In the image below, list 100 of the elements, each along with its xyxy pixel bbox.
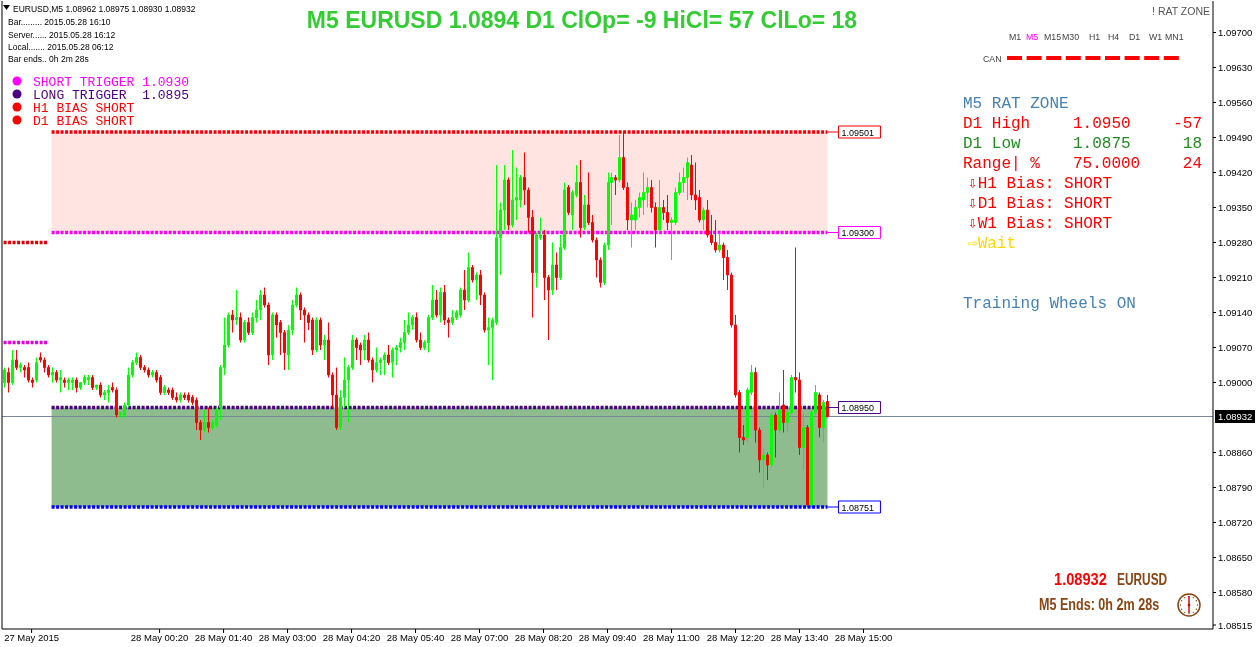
y-tick-label: 1.09560 (1218, 97, 1253, 108)
annotation: H1 BIAS SHORT (33, 100, 135, 116)
candlestick (271, 312, 274, 361)
y-tick-label: 1.09140 (1218, 307, 1253, 318)
candlestick (259, 289, 262, 321)
x-tick-label: 28 May 13:40 (770, 632, 829, 643)
y-tick-label: 1.09700 (1218, 27, 1253, 38)
candlestick (215, 407, 218, 428)
data-label: 1.08950 (841, 403, 875, 413)
candlestick (207, 407, 210, 433)
candlestick (175, 392, 178, 403)
y-tick-label: 1.09000 (1218, 377, 1253, 388)
candlestick (19, 362, 22, 373)
candlestick (87, 374, 90, 386)
y-tick-label: 1.08790 (1218, 482, 1253, 493)
y-tick-label: 1.08650 (1218, 552, 1253, 563)
candlestick (335, 367, 338, 431)
annotation: W1 (1149, 32, 1163, 42)
candlestick (51, 367, 54, 383)
candlestick (387, 344, 390, 366)
candlestick (435, 289, 438, 318)
candlestick (67, 377, 70, 391)
x-tick-label: 28 May 01:40 (194, 632, 253, 643)
candlestick (359, 342, 362, 366)
x-tick-label: 28 May 03:00 (258, 632, 317, 643)
candlestick (583, 194, 586, 231)
candlestick (35, 357, 38, 383)
candlestick (555, 252, 558, 291)
annotation: 1.0950 (1073, 115, 1131, 133)
candlestick (551, 242, 554, 296)
annotation: Bar ends.. 0h 2m 28s (8, 54, 89, 64)
candlestick (778, 392, 781, 433)
y-tick-label: 1.09420 (1218, 167, 1253, 178)
annotation: H4 (1108, 32, 1120, 42)
candlestick (567, 184, 570, 216)
ref-line-label: 1.08932 (1218, 411, 1253, 422)
annotation: Training Wheels ON (963, 295, 1136, 313)
candlestick (147, 367, 150, 378)
candlestick (459, 287, 462, 318)
candlestick (666, 194, 669, 231)
x-tick-label: 28 May 07:00 (450, 632, 509, 643)
candlestick (95, 384, 98, 391)
candlestick (471, 264, 474, 283)
data-label: 1.09501 (841, 127, 875, 138)
annotation: M1 (1009, 32, 1022, 42)
candlestick (463, 269, 466, 311)
candlestick (774, 412, 777, 458)
y-tick-label: 1.09490 (1218, 132, 1253, 143)
candlestick (658, 179, 661, 233)
annotation: M30 (1062, 32, 1080, 42)
candlestick (163, 384, 166, 396)
candlestick (507, 177, 510, 231)
candlestick (766, 452, 769, 481)
y-tick-label: 1.09210 (1218, 272, 1253, 283)
candlestick (714, 219, 717, 253)
annotation: ⇩D1 Bias: SHORT (968, 195, 1113, 213)
y-tick-label: 1.08580 (1218, 587, 1253, 598)
data-label: 1.08751 (841, 502, 875, 513)
candlestick (15, 349, 18, 371)
annotation: 1.08932 (1054, 569, 1107, 589)
candlestick (203, 409, 206, 433)
candlestick (151, 369, 154, 378)
x-tick-label: 28 May 12:20 (706, 632, 765, 643)
data-label: 1.09300 (841, 228, 875, 238)
candlestick (103, 389, 106, 401)
candlestick (315, 317, 318, 353)
candlestick (375, 347, 378, 373)
annotation: 1.0875 (1073, 135, 1131, 153)
candlestick (822, 399, 825, 443)
candlestick (183, 392, 186, 401)
annotation: D1 (1129, 32, 1141, 42)
candlestick (642, 172, 645, 216)
annotation: Server...... 2015.05.28 16:12 (8, 30, 116, 40)
legend-label: SHORT TRIGGER 1.0930 (33, 74, 190, 90)
annotation: M15 (1044, 32, 1062, 42)
candlestick (806, 424, 809, 508)
annotation: 75.0000 (1073, 155, 1141, 173)
annotation: Local....... 2015.05.28 06:12 (8, 42, 114, 52)
candlestick (171, 387, 174, 401)
candlestick (614, 174, 617, 196)
x-tick-label: 28 May 04:20 (322, 632, 381, 643)
annotation: Bar......... 2015.05.28 16:10 (8, 17, 111, 27)
candlestick (467, 252, 470, 303)
annotation: H1 (1089, 32, 1101, 42)
annotation: 18 (1182, 135, 1202, 153)
x-tick-label: 28 May 08:20 (514, 632, 573, 643)
annotation: ! RAT ZONE (1152, 5, 1210, 17)
annotation: D1 High (963, 115, 1031, 133)
y-tick-label: 1.09070 (1218, 342, 1253, 353)
x-tick-label: 27 May 2015 (4, 632, 60, 643)
candlestick (762, 447, 765, 488)
annotation: Range| % (963, 155, 1041, 173)
candlestick (391, 347, 394, 378)
annotation: EURUSD,M5 1.08962 1.08975 1.08930 1.08932 (13, 4, 196, 14)
y-tick-label: 1.09280 (1218, 237, 1253, 248)
candlestick (235, 289, 238, 326)
chart-title: M5 EURUSD 1.0894 D1 ClOp= -9 HiCl= 57 ClLo= 18 (306, 7, 858, 33)
candlestick (383, 352, 386, 376)
annotation: ⇩H1 Bias: SHORT (968, 175, 1113, 193)
candlestick (618, 134, 621, 183)
